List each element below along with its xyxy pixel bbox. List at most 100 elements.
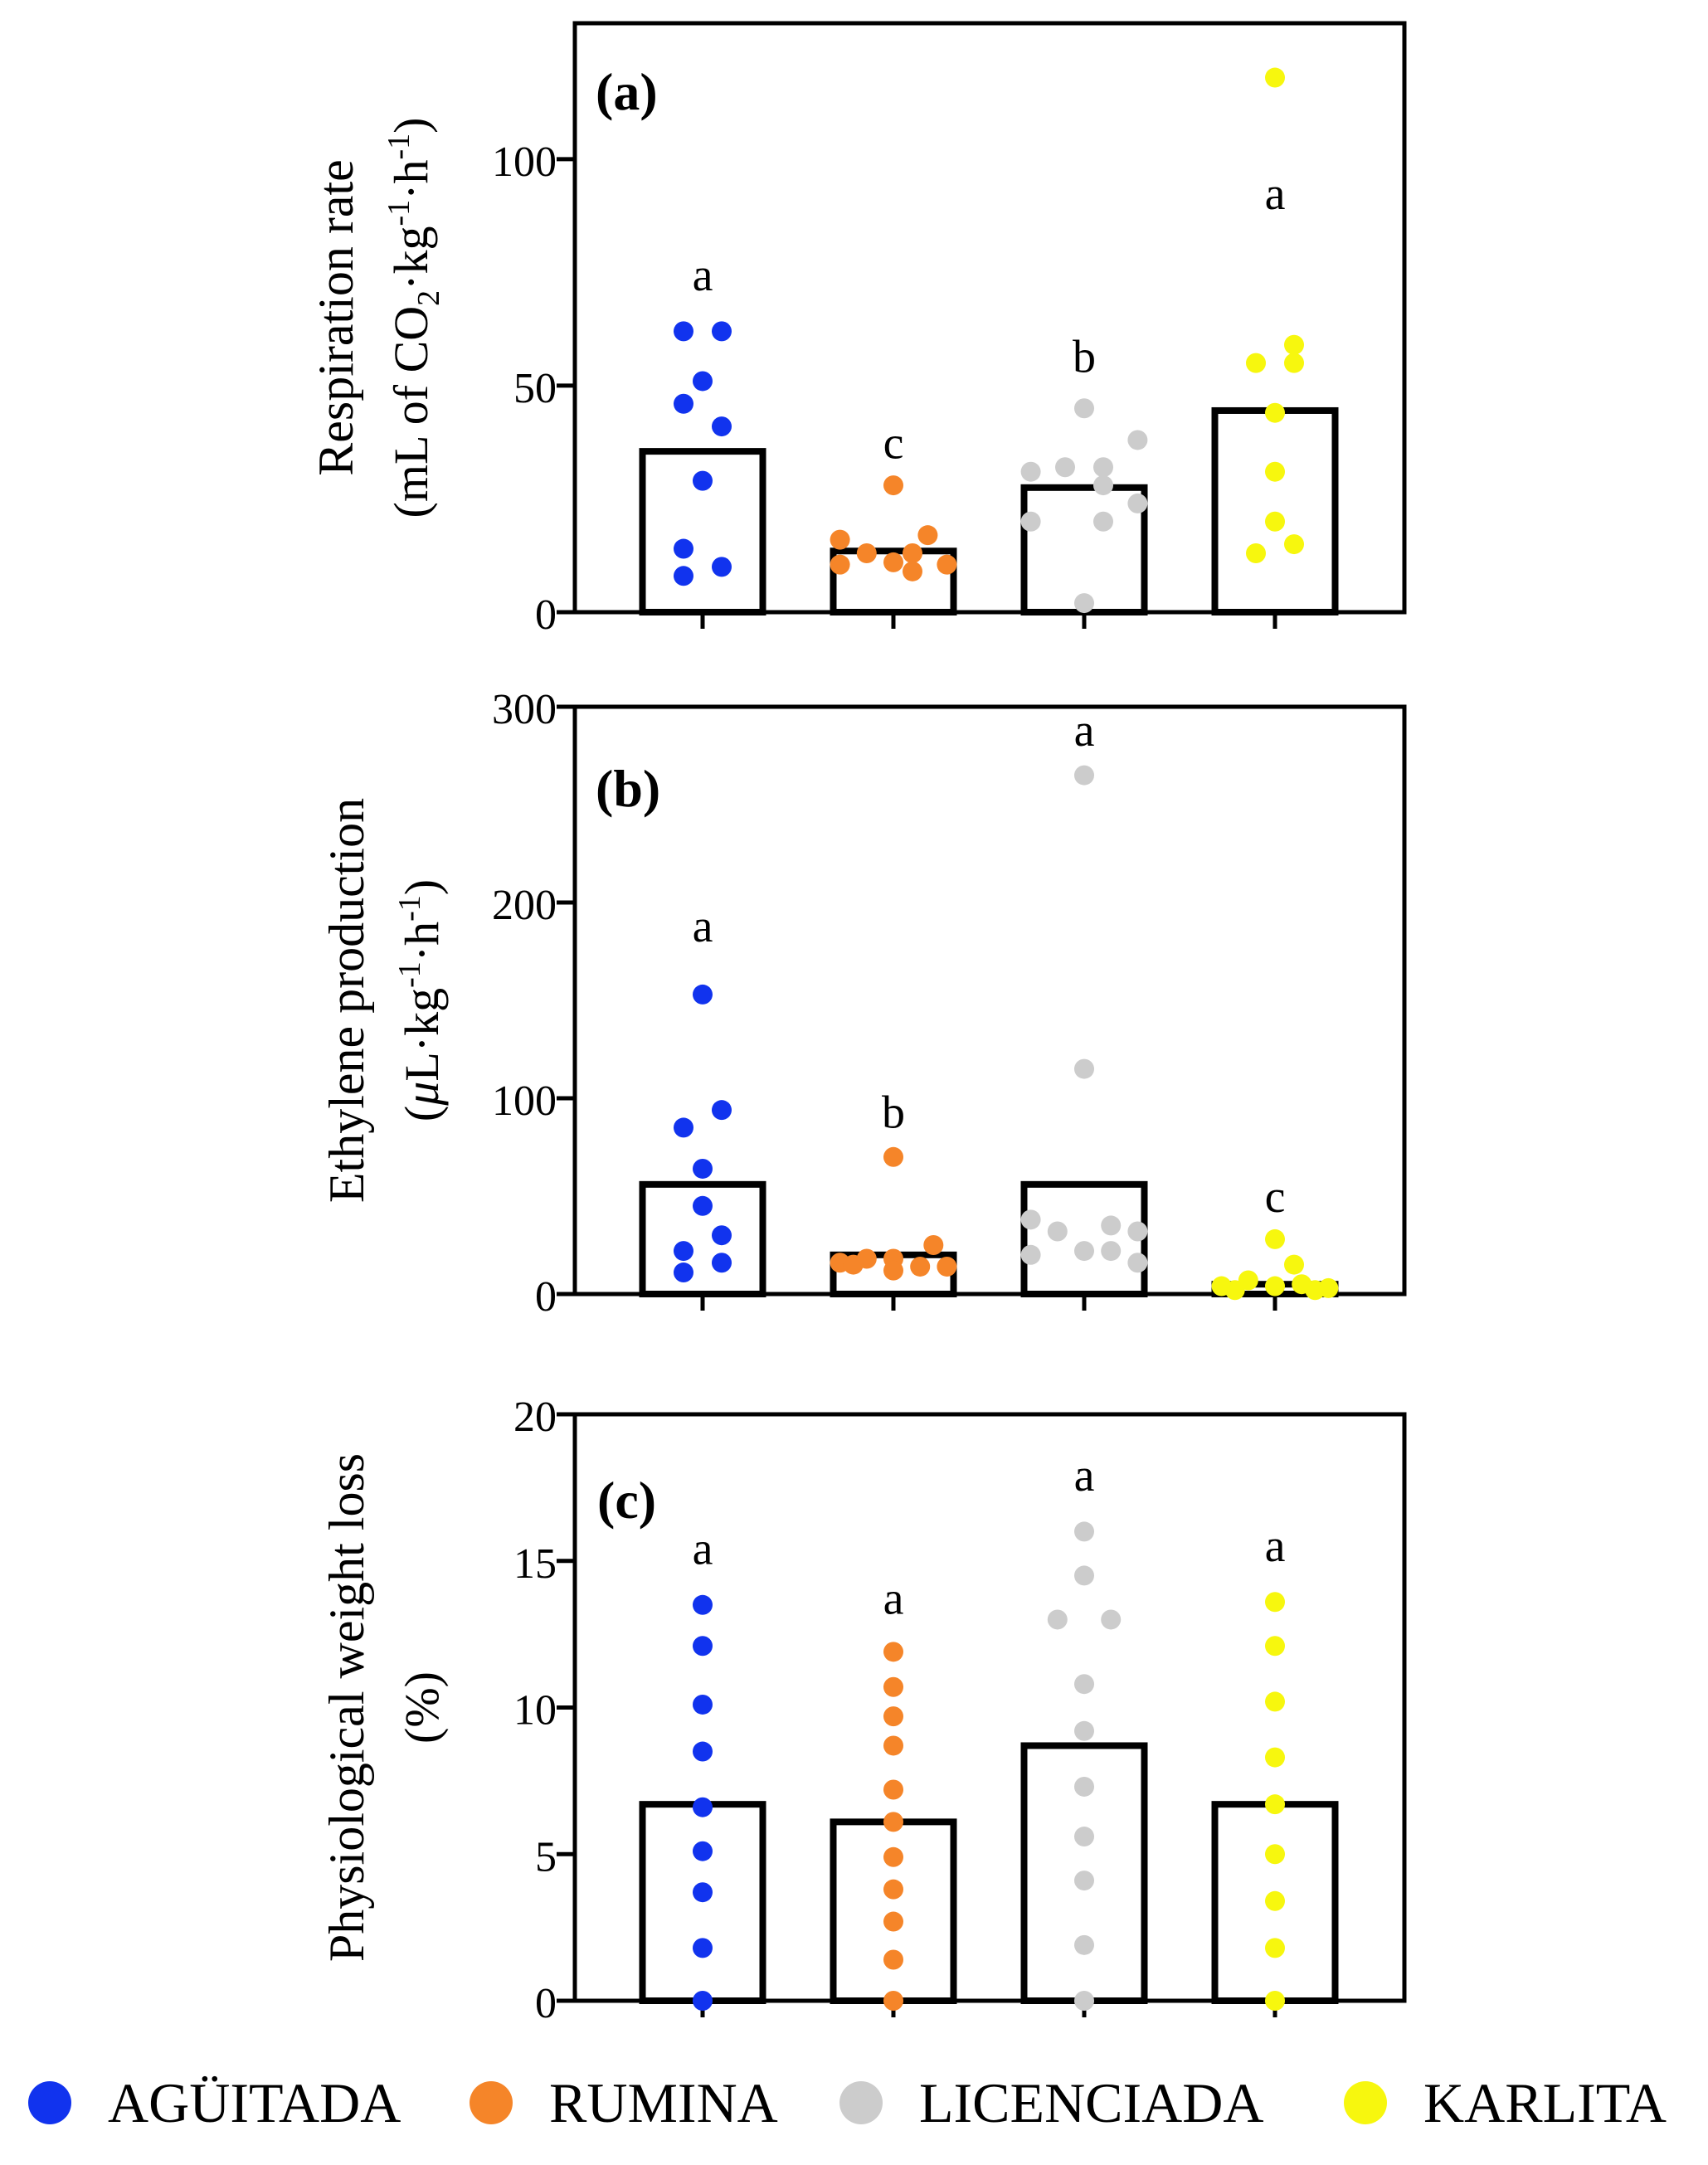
data-point-karlita [1265, 1794, 1285, 1815]
data-point-licenciada [1047, 1221, 1068, 1242]
data-point-agüitada [674, 538, 693, 559]
data-point-agüitada [693, 1991, 713, 2011]
data-point-karlita [1265, 67, 1285, 88]
data-point-karlita [1246, 353, 1266, 373]
data-point-agüitada [712, 557, 732, 577]
data-point-rumina [883, 1911, 903, 1932]
data-point-karlita [1265, 402, 1285, 423]
data-point-karlita [1284, 334, 1304, 355]
y-axis-label-units: (%) [395, 1671, 449, 1744]
legend: AGÜITADA RUMINA LICENCIADA KARLITA [0, 2065, 1708, 2140]
data-point-agüitada [693, 984, 713, 1005]
legend-swatch [28, 2081, 71, 2124]
data-point-licenciada [1047, 1609, 1068, 1630]
data-point-licenciada [1020, 1209, 1041, 1230]
data-point-agüitada [693, 1636, 713, 1657]
data-point-agüitada [712, 416, 732, 437]
data-point-licenciada [1074, 1674, 1094, 1695]
legend-item-karlita: KARLITA [1344, 2065, 1667, 2140]
y-tick-label: 200 [492, 882, 557, 929]
data-point-agüitada [693, 1594, 713, 1615]
data-point-agüitada [693, 1882, 713, 1903]
data-point-karlita [1265, 1276, 1285, 1297]
data-point-karlita [1265, 1636, 1285, 1657]
data-point-agüitada [712, 1225, 732, 1246]
data-point-agüitada [693, 1694, 713, 1715]
data-point-agüitada [712, 1253, 732, 1273]
data-point-rumina [830, 529, 850, 550]
significance-letter: a [1265, 168, 1286, 220]
panel-a: 0 50 100 a c b a (a) Respiration rate (mL of CO2·… [309, 21, 1407, 639]
data-point-rumina [883, 1706, 903, 1727]
significance-letter: a [1074, 705, 1095, 757]
data-point-agüitada [674, 393, 693, 414]
data-point-licenciada [1074, 398, 1094, 419]
legend-label: LICENCIADA [919, 2070, 1264, 2134]
legend-item-rumina: RUMINA [470, 2065, 778, 2140]
y-tick-label: 20 [513, 1394, 557, 1441]
panel-label: (a) [596, 62, 658, 121]
data-point-licenciada [1127, 493, 1148, 513]
data-point-licenciada [1074, 1827, 1094, 1847]
data-point-licenciada [1074, 1720, 1094, 1741]
data-point-licenciada [1093, 511, 1113, 532]
y-tick-label: 5 [535, 1833, 557, 1880]
data-point-rumina [903, 561, 922, 581]
data-point-karlita [1265, 1691, 1285, 1712]
data-point-karlita [1284, 534, 1304, 555]
data-point-rumina [883, 1879, 903, 1900]
y-axis-label: Physiological weight loss [319, 1453, 374, 1962]
data-point-licenciada [1127, 1221, 1148, 1242]
y-tick-label: 0 [535, 1980, 557, 2027]
legend-label: AGÜITADA [108, 2070, 401, 2134]
data-point-rumina [883, 1676, 903, 1697]
data-point-agüitada [674, 321, 693, 342]
data-point-rumina [883, 1260, 903, 1281]
data-point-rumina [883, 1846, 903, 1867]
legend-label: KARLITA [1423, 2070, 1667, 2134]
data-point-karlita [1284, 353, 1304, 373]
significance-letter: a [693, 901, 713, 952]
data-point-karlita [1284, 1254, 1304, 1275]
panel-b: 0 100 200 300 a b a c (b) Ethylene production (μL·… [319, 686, 1407, 1321]
data-point-agüitada [674, 1241, 693, 1262]
data-point-licenciada [1074, 1058, 1094, 1079]
data-point-licenciada [1127, 430, 1148, 450]
data-point-agüitada [693, 1938, 713, 1958]
data-point-rumina [903, 543, 922, 563]
y-tick-label: 15 [513, 1540, 557, 1588]
y-axis-label-units: (μL·kg-1·h-1) [392, 879, 449, 1121]
significance-letter: c [1265, 1171, 1286, 1223]
data-point-rumina [883, 552, 903, 572]
data-point-licenciada [1020, 511, 1041, 532]
data-point-rumina [830, 554, 850, 575]
data-point-agüitada [712, 1100, 732, 1121]
significance-letter: c [883, 417, 904, 469]
data-point-rumina [883, 1779, 903, 1800]
data-point-karlita [1224, 1280, 1245, 1301]
data-point-karlita [1265, 1747, 1285, 1768]
data-point-licenciada [1020, 1244, 1041, 1265]
data-point-agüitada [693, 1741, 713, 1762]
data-point-licenciada [1074, 765, 1094, 786]
significance-letter: a [693, 250, 713, 301]
legend-item-aguitada: AGÜITADA [28, 2065, 401, 2140]
panel-label: (b) [596, 759, 660, 818]
data-point-rumina [923, 1235, 944, 1255]
data-point-karlita [1265, 1592, 1285, 1613]
data-point-licenciada [1074, 1565, 1094, 1586]
y-axis-label: Respiration rate [309, 159, 363, 476]
data-point-licenciada [1101, 1241, 1122, 1262]
data-point-licenciada [1074, 1991, 1094, 2011]
data-point-agüitada [693, 1195, 713, 1216]
legend-swatch [1344, 2081, 1387, 2124]
data-point-karlita [1305, 1280, 1326, 1301]
data-point-licenciada [1127, 1253, 1148, 1273]
significance-letter: a [883, 1573, 904, 1624]
bar-karlita [1211, 406, 1339, 616]
data-point-agüitada [693, 470, 713, 491]
data-point-rumina [883, 1735, 903, 1756]
legend-item-licenciada: LICENCIADA [839, 2065, 1264, 2140]
significance-letter: a [1265, 1520, 1286, 1572]
bar-agüitada [639, 1180, 766, 1297]
